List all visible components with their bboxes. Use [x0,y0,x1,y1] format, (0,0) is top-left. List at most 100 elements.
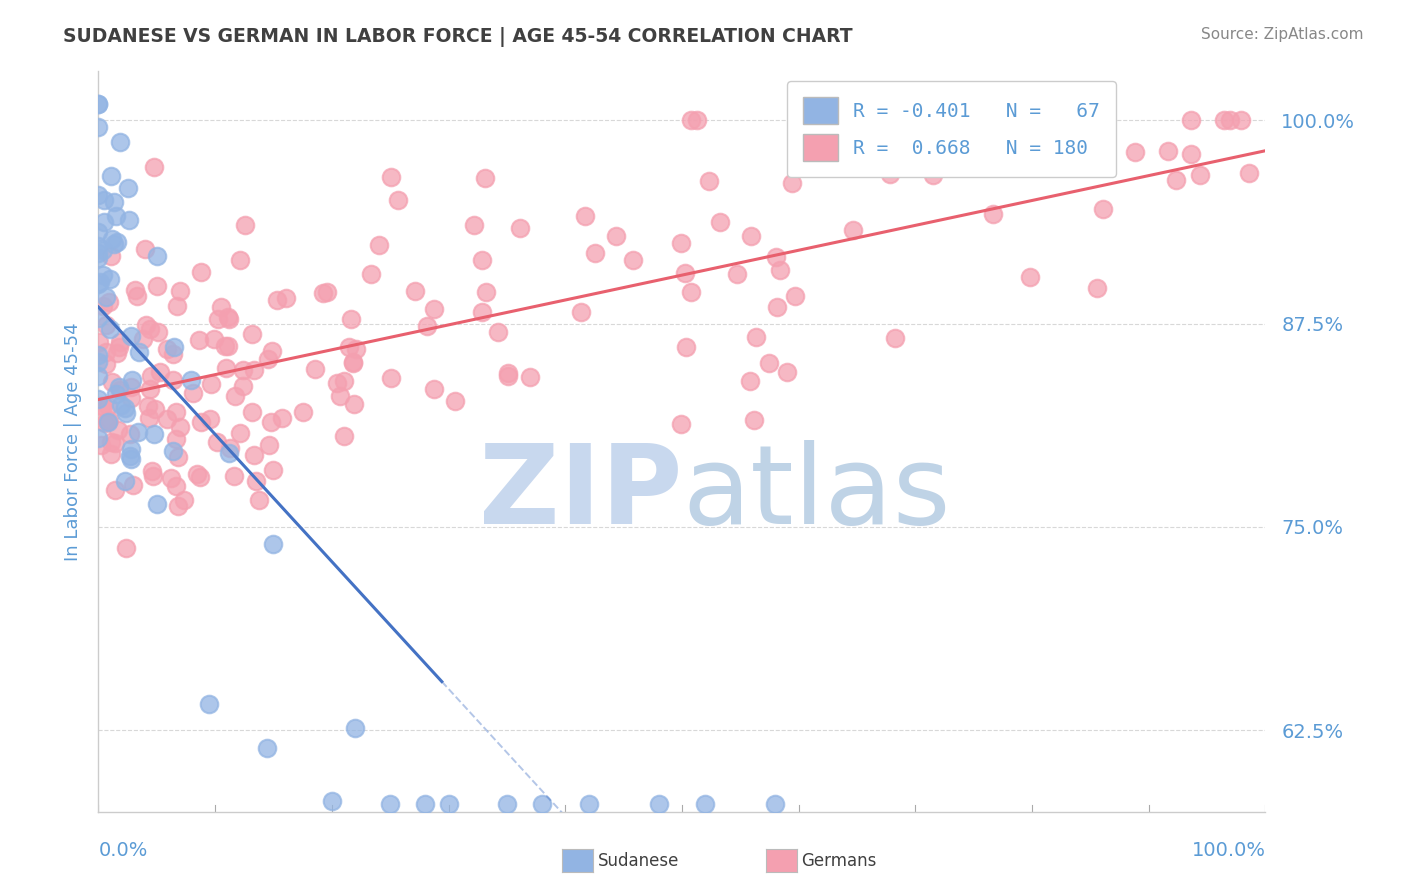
Point [198,697,221,711]
Point [105,345,128,359]
Text: Source: ZipAtlas.com: Source: ZipAtlas.com [1201,27,1364,42]
Point [98,321,121,335]
Point [146,497,169,511]
Point [93,215,115,229]
Point [142,427,165,442]
Point [766,300,789,314]
Point [256,741,278,756]
Point [519,370,541,384]
Point [181,385,204,400]
Point [884,331,907,345]
Point [257,351,280,366]
Point [134,242,156,256]
Point [218,446,240,460]
Point [160,471,183,485]
Point [257,438,280,452]
Point [132,332,155,346]
Point [1019,151,1042,165]
Point [758,356,780,370]
Point [100,169,122,183]
Point [1091,202,1114,216]
Point [233,218,256,232]
Point [167,500,190,514]
Point [145,402,167,417]
Point [671,236,693,251]
Point [765,251,787,265]
Point [312,285,335,300]
Point [87,188,110,202]
Point [329,389,352,403]
Point [186,467,208,482]
Text: Germans: Germans [801,852,877,870]
Point [321,794,343,808]
Point [681,285,703,300]
Text: atlas: atlas [682,440,950,547]
Point [98,294,121,309]
Point [530,797,553,811]
Point [675,340,697,354]
Point [247,492,270,507]
Point [145,249,167,263]
Point [100,435,122,450]
Point [121,374,143,388]
Point [98,272,121,286]
Point [1019,270,1042,285]
Point [1188,168,1211,182]
Point [104,435,127,450]
Point [344,721,367,735]
Point [173,493,195,508]
Point [148,326,170,340]
Point [87,277,110,291]
Point [983,207,1005,221]
Point [97,413,120,427]
Point [127,425,149,439]
Point [325,376,347,391]
Point [87,225,110,239]
Point [90,438,112,452]
Point [224,388,246,402]
Point [709,215,731,229]
Point [108,383,131,397]
Point [474,170,496,185]
Point [509,221,531,235]
Point [107,423,129,437]
Point [162,340,184,354]
Point [104,483,127,497]
Point [1125,145,1147,159]
Point [135,318,157,333]
Point [91,300,114,314]
Point [260,344,283,359]
Point [342,355,364,369]
Point [165,478,187,492]
Point [380,797,402,811]
Point [780,176,803,190]
Point [245,474,267,488]
Point [304,361,326,376]
Point [1039,146,1062,161]
Point [156,342,179,356]
Point [128,344,150,359]
Point [686,113,709,128]
Point [217,339,239,353]
Point [463,218,485,232]
Point [776,365,799,379]
Point [368,238,391,252]
Point [360,268,382,282]
Point [218,441,240,455]
Point [1180,147,1202,161]
Point [1230,113,1253,128]
Point [165,432,187,446]
Point [94,416,117,430]
Point [740,228,762,243]
Point [262,536,284,550]
Point [125,289,148,303]
Point [103,236,125,251]
Point [110,135,132,149]
Point [222,469,245,483]
Text: ZIP: ZIP [478,440,682,547]
Point [437,797,460,811]
Point [188,333,211,347]
Point [1085,281,1108,295]
Point [486,326,509,340]
Point [87,348,110,362]
